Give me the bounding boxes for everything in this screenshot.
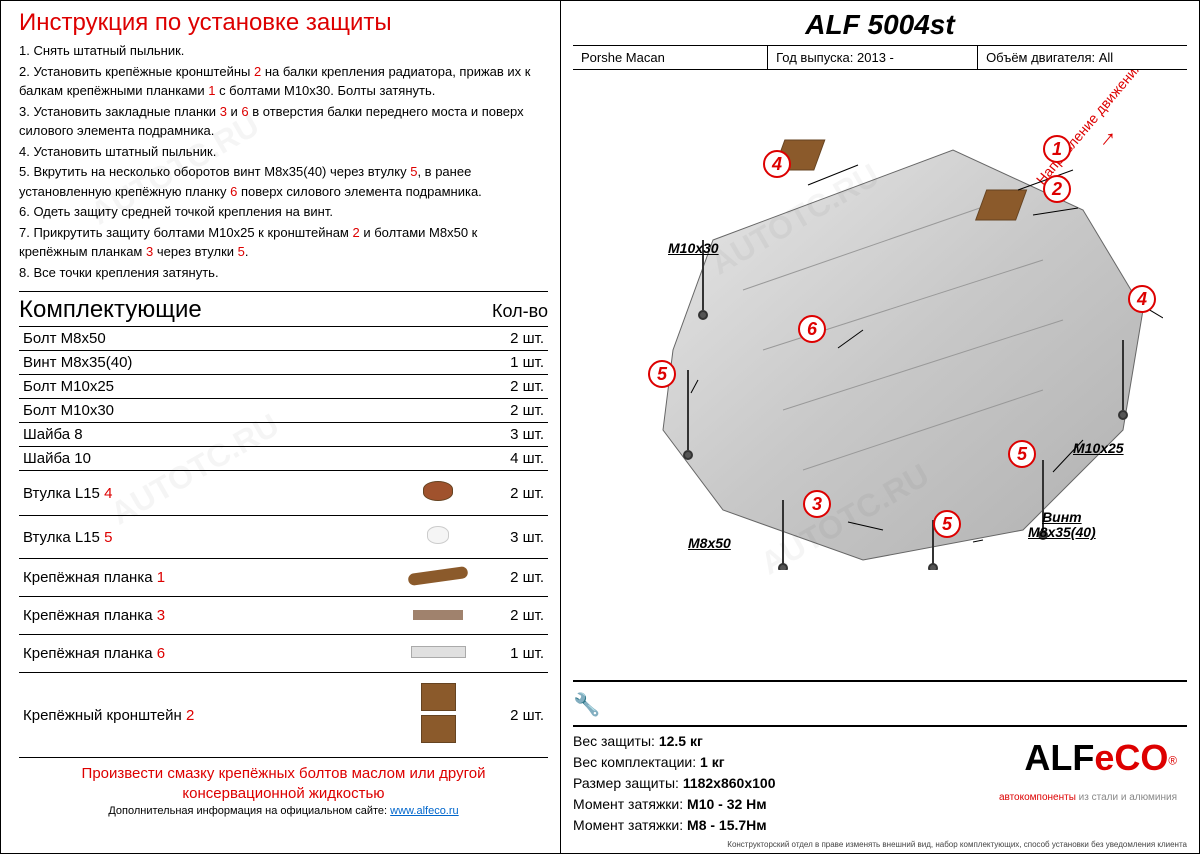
part-qty: 2 шт.	[478, 597, 548, 635]
logo: ALFeCO® автокомпоненты из стали и алюмин…	[999, 731, 1177, 806]
logo-sub1: автокомпоненты	[999, 792, 1076, 803]
callout-6: 6	[798, 315, 826, 343]
parts-table: Болт М8х502 шт.Винт М8х35(40)1 шт.Болт М…	[19, 326, 548, 758]
instructions-list: 1. Снять штатный пыльник.2. Установить к…	[19, 41, 548, 283]
instruction-step: 6. Одеть защиту средней точкой крепления…	[19, 202, 548, 222]
parts-title: Комплектующие	[19, 296, 202, 324]
part-name: Крепёжная планка 1	[19, 559, 398, 597]
part-name: Втулка L15 5	[19, 516, 398, 559]
engine-cell: Объём двигателя: All	[978, 46, 1187, 69]
instruction-step: 3. Установить закладные планки 3 и 6 в о…	[19, 102, 548, 141]
instruction-step: 1. Снять штатный пыльник.	[19, 41, 548, 61]
bolt-label: Винт М8х35(40)	[1028, 510, 1096, 541]
instruction-step: 4. Установить штатный пыльник.	[19, 142, 548, 162]
part-qty: 1 шт.	[478, 635, 548, 673]
part-name: Шайба 8	[19, 423, 478, 447]
callout-5: 5	[648, 360, 676, 388]
right-footer: Конструкторский отдел в праве изменять в…	[573, 836, 1187, 849]
lubrication-warning: Произвести смазку крепёжных болтов масло…	[19, 764, 548, 803]
logo-sub2: из стали и алюминия	[1076, 792, 1177, 803]
parts-row: Втулка L15 5 3 шт.	[19, 516, 548, 559]
callout-5: 5	[1008, 440, 1036, 468]
parts-row: Шайба 104 шт.	[19, 447, 548, 471]
part-qty: 2 шт.	[478, 375, 548, 399]
spec-box: 🔧 Вес защиты: 12.5 кгВес комплектации: 1…	[573, 680, 1187, 836]
part-qty: 1 шт.	[478, 351, 548, 375]
parts-row: Крепёжная планка 3 2 шт.	[19, 597, 548, 635]
instruction-step: 8. Все точки крепления затянуть.	[19, 263, 548, 283]
callout-4: 4	[1128, 285, 1156, 313]
callout-4: 4	[763, 150, 791, 178]
logo-eco: eCO	[1094, 737, 1168, 778]
part-qty: 3 шт.	[478, 423, 548, 447]
part-name: Болт М10х30	[19, 399, 478, 423]
part-qty: 2 шт.	[478, 471, 548, 516]
wrench-icon: 🔧	[573, 692, 600, 717]
footer-text: Дополнительная информация на официальном…	[108, 805, 390, 817]
part-name: Крепёжная планка 3	[19, 597, 398, 635]
spec-divider	[573, 725, 1187, 727]
product-info-bar: Porshe Macan Год выпуска: 2013 - Объём д…	[573, 45, 1187, 70]
part-icon	[398, 597, 478, 635]
part-icon	[398, 559, 478, 597]
part-name: Крепёжная планка 6	[19, 635, 398, 673]
qty-header: Кол-во	[492, 301, 548, 322]
engine-value: All	[1099, 50, 1113, 65]
part-qty: 2 шт.	[478, 559, 548, 597]
part-name: Болт М10х25	[19, 375, 478, 399]
spec-row: Момент затяжки: М8 - 15.7Нм	[573, 815, 1187, 836]
instruction-step: 7. Прикрутить защиту болтами М10х25 к кр…	[19, 223, 548, 262]
part-name: Болт М8х50	[19, 327, 478, 351]
skid-plate-diagram	[603, 90, 1163, 570]
bolt-label: M8x50	[688, 535, 731, 551]
parts-row: Крепёжная планка 1 2 шт.	[19, 559, 548, 597]
footer-link: Дополнительная информация на официальном…	[19, 805, 548, 817]
vehicle-name: Porshe Macan	[573, 46, 768, 69]
parts-header: Комплектующие Кол-во	[19, 296, 548, 324]
year-cell: Год выпуска: 2013 -	[768, 46, 978, 69]
part-name: Шайба 10	[19, 447, 478, 471]
bolt-label: M10x25	[1073, 440, 1124, 456]
parts-row: Шайба 83 шт.	[19, 423, 548, 447]
left-panel: Инструкция по установке защиты 1. Снять …	[1, 1, 561, 853]
logo-alf: ALF	[1024, 737, 1094, 778]
instructions-title: Инструкция по установке защиты	[19, 9, 548, 37]
part-qty: 4 шт.	[478, 447, 548, 471]
part-icon	[398, 635, 478, 673]
parts-row: Крепёжный кронштейн 2 2 шт.	[19, 673, 548, 758]
engine-label: Объём двигателя:	[986, 50, 1095, 65]
logo-reg: ®	[1168, 754, 1177, 767]
bolt-label: M10x30	[668, 240, 719, 256]
callout-5: 5	[933, 510, 961, 538]
callout-3: 3	[803, 490, 831, 518]
parts-row: Втулка L15 4 2 шт.	[19, 471, 548, 516]
part-icon	[398, 471, 478, 516]
parts-row: Крепёжная планка 6 1 шт.	[19, 635, 548, 673]
parts-row: Болт М10х252 шт.	[19, 375, 548, 399]
part-qty: 2 шт.	[478, 327, 548, 351]
callout-2: 2	[1043, 175, 1071, 203]
part-qty: 2 шт.	[478, 673, 548, 758]
callout-1: 1	[1043, 135, 1071, 163]
instruction-step: 2. Установить крепёжные кронштейны 2 на …	[19, 62, 548, 101]
right-panel: ALF 5004st Porshe Macan Год выпуска: 201…	[561, 1, 1199, 853]
instruction-step: 5. Вкрутить на несколько оборотов винт М…	[19, 162, 548, 201]
year-value: 2013 -	[857, 50, 894, 65]
part-name: Винт М8х35(40)	[19, 351, 478, 375]
divider	[19, 291, 548, 292]
parts-row: Болт М10х302 шт.	[19, 399, 548, 423]
product-code: ALF 5004st	[573, 9, 1187, 41]
part-qty: 2 шт.	[478, 399, 548, 423]
parts-row: Винт М8х35(40)1 шт.	[19, 351, 548, 375]
part-name: Крепёжный кронштейн 2	[19, 673, 398, 758]
part-name: Втулка L15 4	[19, 471, 398, 516]
part-qty: 3 шт.	[478, 516, 548, 559]
year-label: Год выпуска:	[776, 50, 853, 65]
diagram-area: Направление движения →	[573, 70, 1187, 680]
part-icon	[398, 673, 478, 758]
website-link[interactable]: www.alfeco.ru	[390, 805, 458, 817]
part-icon	[398, 516, 478, 559]
parts-row: Болт М8х502 шт.	[19, 327, 548, 351]
